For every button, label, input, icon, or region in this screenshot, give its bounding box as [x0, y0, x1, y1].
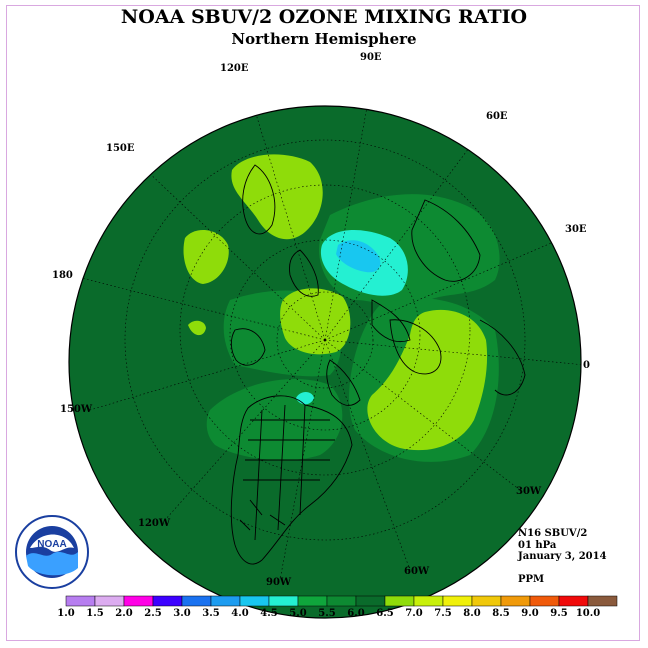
map-title: NOAA SBUV/2 OZONE MIXING RATIO: [120, 6, 528, 28]
lon-label-30e: 30E: [565, 224, 587, 235]
map-subtitle: Northern Hemisphere: [231, 30, 417, 48]
lon-label-60w: 60W: [404, 566, 430, 577]
contour-6-5-region: [188, 320, 206, 336]
contour-6-5-region: [231, 154, 323, 240]
colorbar-tick-label: 4.5: [260, 608, 278, 619]
pressure-level-label: 01 hPa: [518, 540, 557, 551]
lon-label-90e: 90E: [360, 52, 382, 63]
lon-label-60e: 60E: [486, 111, 508, 122]
colorbar-tick-label: 9.0: [521, 608, 539, 619]
colorbar-tick-label: 5.0: [289, 608, 307, 619]
colorbar-tick-label: 3.0: [173, 608, 191, 619]
colorbar-tick-label: 2.5: [144, 608, 162, 619]
date-label: January 3, 2014: [518, 551, 607, 562]
contour-6-5-region: [140, 129, 165, 146]
colorbar-tick-label: 5.5: [318, 608, 336, 619]
colorbar-tick-label: 8.0: [463, 608, 481, 619]
lon-label-30w: 30W: [516, 486, 542, 497]
map-boundary: [68, 105, 582, 619]
lon-label-180: 180: [52, 270, 73, 281]
colorbar-tick-label: 7.5: [434, 608, 452, 619]
lon-label-150w: 150W: [60, 404, 93, 415]
colorbar-tick-label: 4.0: [231, 608, 249, 619]
colorbar-tick-label: 2.0: [115, 608, 133, 619]
instrument-label: N16 SBUV/2: [518, 528, 588, 539]
contour-4-0-region: [336, 240, 381, 273]
colorbar-tick-label: 6.0: [347, 608, 365, 619]
figure-frame: [6, 5, 640, 641]
contour-6-5-region: [183, 229, 229, 284]
contour-6-5-region: [280, 288, 351, 355]
lon-label-150e: 150E: [106, 143, 135, 154]
lon-label-90w: 90W: [266, 577, 292, 588]
units-label: PPM: [518, 574, 545, 585]
contour-6-5-region: [367, 309, 488, 451]
lon-label-0: 0: [583, 360, 590, 371]
colorbar-tick-label: 10.0: [575, 608, 601, 619]
colorbar-tick-label: 7.0: [405, 608, 423, 619]
coastlines: [230, 164, 526, 565]
colorbar-tick-label: 3.5: [202, 608, 220, 619]
lon-label-120w: 120W: [138, 518, 171, 529]
graticule: [69, 106, 581, 581]
colorbar-tick-label: 1.5: [86, 608, 104, 619]
colorbar-tick-label: 9.5: [550, 608, 568, 619]
colorbar-tick-label: 1.0: [57, 608, 75, 619]
colorbar-tick-label: 8.5: [492, 608, 510, 619]
lon-label-120e: 120E: [220, 63, 249, 74]
colorbar-tick-label: 6.5: [376, 608, 394, 619]
